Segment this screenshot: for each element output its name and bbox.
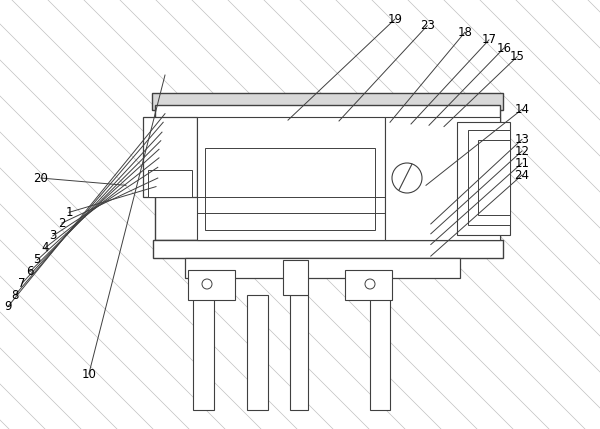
- Text: 4: 4: [41, 242, 49, 254]
- Text: 10: 10: [82, 368, 96, 381]
- Text: 17: 17: [481, 33, 497, 46]
- Bar: [370, 295, 390, 410]
- Text: 2: 2: [58, 217, 65, 230]
- Bar: [143, 117, 197, 197]
- Text: 12: 12: [515, 145, 530, 157]
- Bar: [153, 240, 503, 258]
- Bar: [188, 270, 235, 300]
- Bar: [345, 270, 392, 300]
- Text: 11: 11: [515, 157, 530, 169]
- Text: 8: 8: [11, 289, 19, 302]
- Text: 14: 14: [515, 103, 530, 116]
- Bar: [468, 130, 510, 225]
- Text: 6: 6: [26, 265, 34, 278]
- Bar: [290, 295, 308, 410]
- Bar: [457, 122, 510, 235]
- Bar: [478, 140, 510, 215]
- Bar: [155, 105, 500, 240]
- Text: 13: 13: [515, 133, 529, 146]
- Text: 19: 19: [388, 13, 403, 26]
- Bar: [148, 170, 192, 197]
- Text: 24: 24: [515, 169, 530, 181]
- Text: 9: 9: [4, 300, 11, 313]
- Text: 18: 18: [458, 26, 472, 39]
- Bar: [205, 148, 375, 230]
- Bar: [152, 93, 503, 110]
- Bar: [193, 295, 214, 410]
- Text: 16: 16: [497, 42, 511, 54]
- Bar: [185, 258, 460, 278]
- Text: 20: 20: [34, 172, 48, 184]
- Text: 23: 23: [420, 19, 434, 32]
- Bar: [283, 260, 308, 295]
- Bar: [247, 295, 268, 410]
- Text: 1: 1: [65, 206, 73, 219]
- Bar: [155, 110, 500, 122]
- Text: 15: 15: [510, 50, 524, 63]
- Text: 5: 5: [34, 254, 41, 266]
- Text: 7: 7: [19, 277, 26, 290]
- Bar: [385, 117, 500, 240]
- Text: 3: 3: [49, 230, 56, 242]
- Bar: [197, 117, 385, 240]
